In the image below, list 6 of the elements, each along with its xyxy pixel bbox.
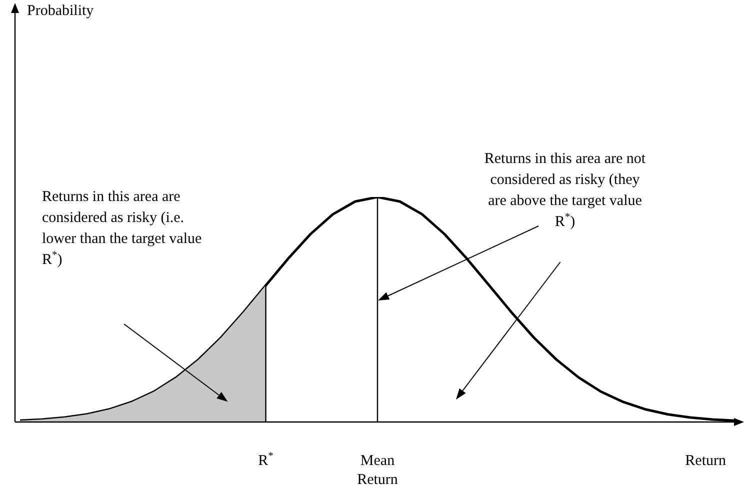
x-axis-title: Return	[685, 452, 726, 471]
annotation: Returns in this area are considered as risky (i.e. lower than the target value R$^{*}$)	[42, 188, 203, 270]
x-tick-label: Mean Return	[356, 452, 399, 490]
x-tick-label: R$^{*}$	[257, 451, 274, 471]
text: Probability	[27, 2, 95, 21]
annotation: Returns in this area are not considered as risky (they are above the target value R$^{*}$)	[483, 150, 647, 232]
